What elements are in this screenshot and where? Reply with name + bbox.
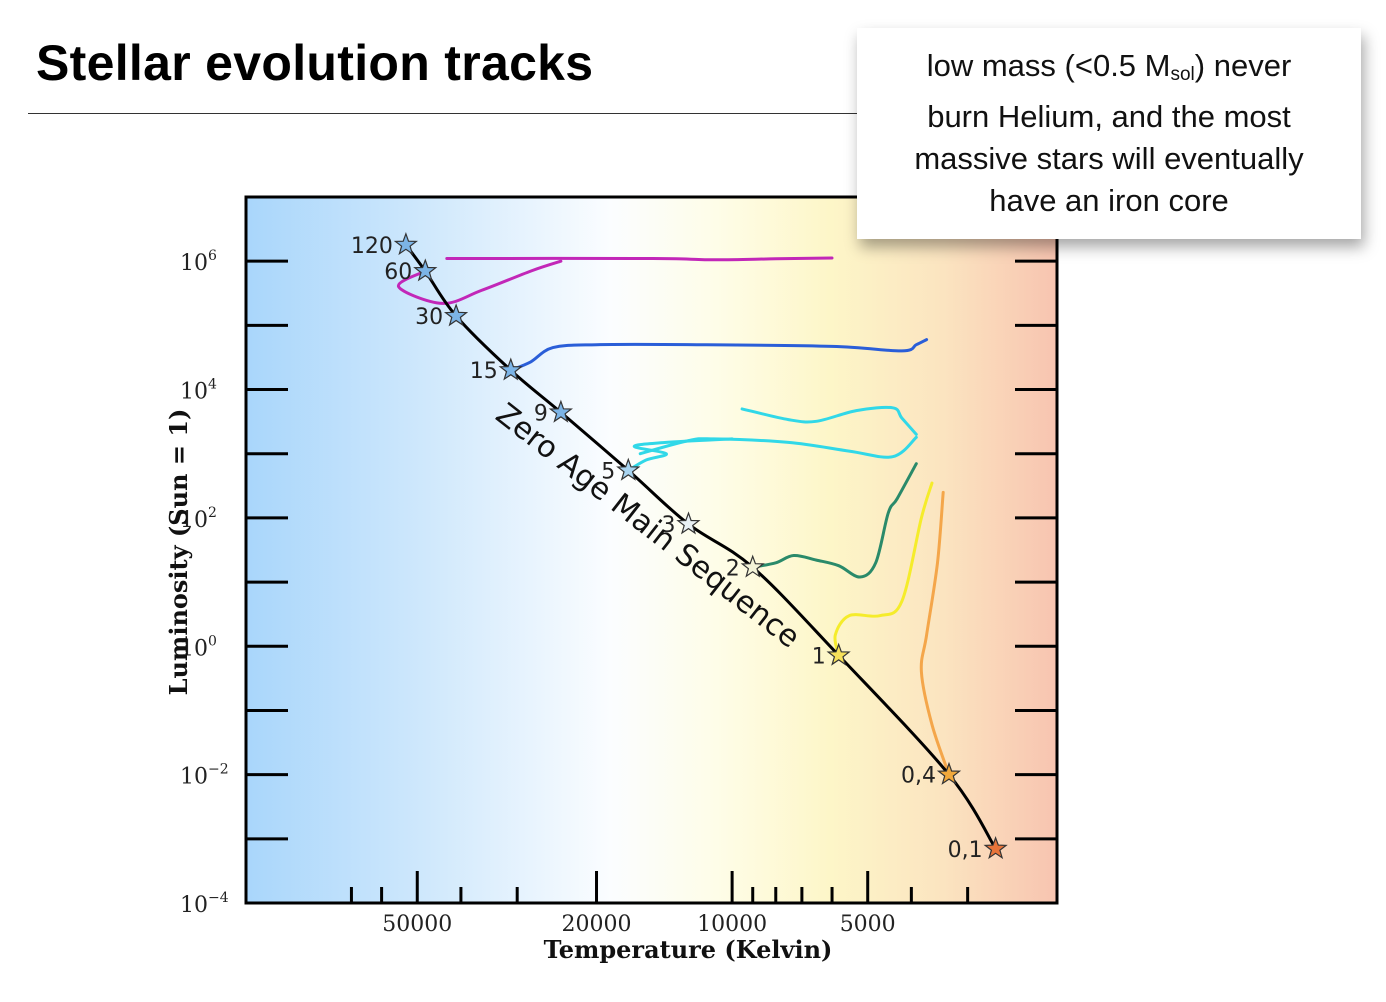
y-tick-label: 10−4: [180, 890, 229, 918]
note-line-1-sub: sol: [1170, 64, 1195, 85]
x-tick-label: 5000: [840, 912, 896, 937]
zams-star-60: [413, 258, 438, 282]
zams-star-9: [548, 399, 573, 423]
y-tick-label: 10−2: [180, 762, 229, 790]
mass-label-0-4: 0,4: [901, 764, 936, 789]
note-callout: low mass (<0.5 Msol) never burn Helium, …: [857, 28, 1361, 239]
evolution-track-120: [445, 256, 834, 262]
zams-star-15: [498, 357, 523, 381]
zams-star-2: [740, 554, 765, 578]
mass-label-1: 1: [812, 644, 826, 669]
x-tick-label: 10000: [697, 912, 767, 937]
evolution-track-9-loop: [740, 405, 918, 436]
evolution-tracks: [397, 256, 951, 777]
y-axis-title: Luminosity (Sun = 1): [164, 409, 193, 696]
x-tick-label: 50000: [382, 912, 452, 937]
note-line-1-post: ) never: [1194, 48, 1292, 83]
mass-label-30: 30: [415, 305, 443, 330]
y-tick-label: 104: [180, 377, 217, 405]
plot-background: [246, 197, 1057, 903]
mass-label-60: 60: [384, 260, 412, 285]
note-text: low mass (<0.5 Msol) never burn Helium, …: [874, 45, 1344, 222]
note-line-4: have an iron core: [989, 183, 1229, 218]
zams-star-3: [676, 511, 701, 535]
title-divider: [28, 113, 863, 114]
x-axis-title: Temperature (Kelvin): [544, 935, 833, 964]
evolution-track-0-4: [919, 490, 951, 777]
zams-star-5: [616, 457, 641, 481]
mass-label-3: 3: [662, 513, 676, 538]
x-tick-label: 20000: [562, 912, 632, 937]
zams-star-30: [443, 303, 469, 327]
evolution-track-15: [509, 338, 929, 372]
note-line-1-pre: low mass (<0.5 M: [926, 48, 1171, 83]
y-tick-label: 102: [180, 505, 217, 533]
zams-star-0-4: [936, 761, 962, 785]
mass-label-120: 120: [351, 234, 393, 259]
evolution-track-1: [833, 481, 934, 657]
evolution-track-5: [626, 437, 734, 472]
note-line-2: burn Helium, and the most: [927, 99, 1291, 134]
mass-label-2: 2: [726, 556, 740, 581]
zams-star-0-1: [983, 836, 1008, 860]
mass-label-5: 5: [601, 459, 615, 484]
slide-title: Stellar evolution tracks: [36, 35, 594, 91]
mass-label-0-1: 0,1: [948, 838, 983, 863]
note-line-3: massive stars will eventually: [914, 141, 1304, 176]
mass-label-9: 9: [534, 401, 548, 426]
y-tick-label: 106: [180, 248, 217, 276]
evolution-track-60: [397, 259, 563, 305]
zams-star-1: [826, 642, 851, 666]
zams-star-120: [393, 232, 418, 256]
mass-label-15: 15: [470, 359, 498, 384]
axes: 106 104 102 100 10−2 10−4 50000 20000 10000 5000: [180, 248, 1057, 937]
plot-frame: [244, 195, 1059, 905]
evolution-track-2: [751, 462, 918, 579]
y-tick-label: 100: [180, 633, 217, 661]
